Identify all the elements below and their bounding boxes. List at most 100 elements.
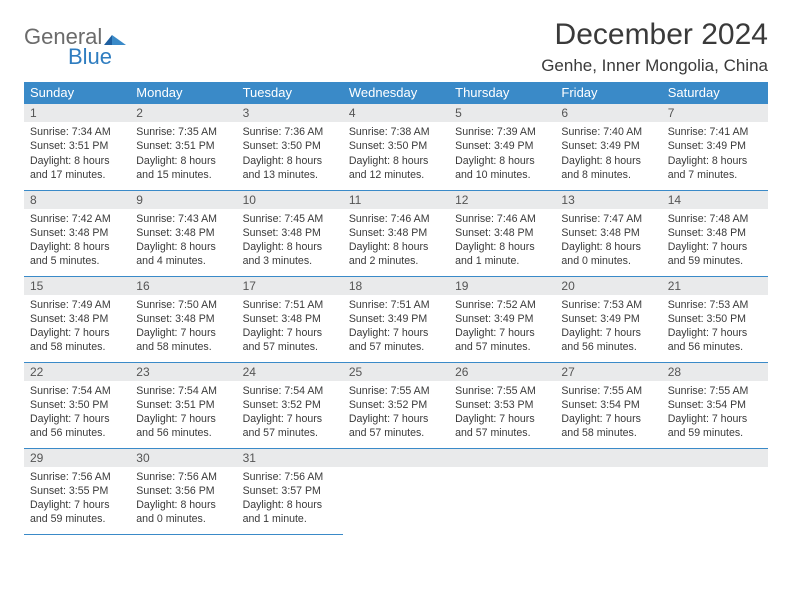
day-number: 29 bbox=[24, 449, 130, 467]
sunset-text: Sunset: 3:56 PM bbox=[136, 484, 230, 498]
daylight-text-2: and 56 minutes. bbox=[561, 340, 655, 354]
daylight-text-2: and 8 minutes. bbox=[561, 168, 655, 182]
daylight-text-2: and 1 minute. bbox=[455, 254, 549, 268]
daylight-text-2: and 57 minutes. bbox=[455, 426, 549, 440]
sunrise-text: Sunrise: 7:40 AM bbox=[561, 125, 655, 139]
daylight-text-1: Daylight: 8 hours bbox=[136, 498, 230, 512]
sunset-text: Sunset: 3:48 PM bbox=[455, 226, 549, 240]
daylight-text-2: and 57 minutes. bbox=[349, 340, 443, 354]
day-body: Sunrise: 7:36 AMSunset: 3:50 PMDaylight:… bbox=[237, 122, 343, 186]
weekday-header-row: Sunday Monday Tuesday Wednesday Thursday… bbox=[24, 82, 768, 104]
sunset-text: Sunset: 3:57 PM bbox=[243, 484, 337, 498]
daylight-text-1: Daylight: 7 hours bbox=[561, 412, 655, 426]
sunrise-text: Sunrise: 7:55 AM bbox=[668, 384, 762, 398]
daylight-text-1: Daylight: 8 hours bbox=[561, 154, 655, 168]
sunrise-text: Sunrise: 7:42 AM bbox=[30, 212, 124, 226]
daylight-text-2: and 57 minutes. bbox=[243, 340, 337, 354]
day-number: 18 bbox=[343, 277, 449, 295]
sunrise-text: Sunrise: 7:46 AM bbox=[349, 212, 443, 226]
calendar-day-cell: 5Sunrise: 7:39 AMSunset: 3:49 PMDaylight… bbox=[449, 104, 555, 190]
day-body: Sunrise: 7:47 AMSunset: 3:48 PMDaylight:… bbox=[555, 209, 661, 273]
daylight-text-2: and 12 minutes. bbox=[349, 168, 443, 182]
sunset-text: Sunset: 3:50 PM bbox=[349, 139, 443, 153]
daylight-text-2: and 2 minutes. bbox=[349, 254, 443, 268]
calendar-day-cell: 23Sunrise: 7:54 AMSunset: 3:51 PMDayligh… bbox=[130, 362, 236, 448]
calendar-day-cell: 4Sunrise: 7:38 AMSunset: 3:50 PMDaylight… bbox=[343, 104, 449, 190]
sunset-text: Sunset: 3:49 PM bbox=[561, 139, 655, 153]
day-number-empty bbox=[555, 449, 661, 467]
sunrise-text: Sunrise: 7:48 AM bbox=[668, 212, 762, 226]
sunrise-text: Sunrise: 7:46 AM bbox=[455, 212, 549, 226]
sunrise-text: Sunrise: 7:38 AM bbox=[349, 125, 443, 139]
weekday-header: Friday bbox=[555, 82, 661, 104]
daylight-text-2: and 10 minutes. bbox=[455, 168, 549, 182]
sunset-text: Sunset: 3:48 PM bbox=[30, 312, 124, 326]
sunrise-text: Sunrise: 7:45 AM bbox=[243, 212, 337, 226]
sunrise-text: Sunrise: 7:54 AM bbox=[136, 384, 230, 398]
daylight-text-1: Daylight: 7 hours bbox=[136, 326, 230, 340]
daylight-text-1: Daylight: 8 hours bbox=[136, 154, 230, 168]
sunset-text: Sunset: 3:48 PM bbox=[561, 226, 655, 240]
calendar-week-row: 29Sunrise: 7:56 AMSunset: 3:55 PMDayligh… bbox=[24, 448, 768, 534]
calendar-day-cell: 2Sunrise: 7:35 AMSunset: 3:51 PMDaylight… bbox=[130, 104, 236, 190]
calendar-day-cell: 13Sunrise: 7:47 AMSunset: 3:48 PMDayligh… bbox=[555, 190, 661, 276]
calendar-day-cell bbox=[343, 448, 449, 534]
sunset-text: Sunset: 3:50 PM bbox=[668, 312, 762, 326]
daylight-text-1: Daylight: 7 hours bbox=[349, 412, 443, 426]
day-body: Sunrise: 7:35 AMSunset: 3:51 PMDaylight:… bbox=[130, 122, 236, 186]
sunset-text: Sunset: 3:48 PM bbox=[136, 226, 230, 240]
daylight-text-1: Daylight: 7 hours bbox=[243, 412, 337, 426]
sunrise-text: Sunrise: 7:52 AM bbox=[455, 298, 549, 312]
day-body: Sunrise: 7:49 AMSunset: 3:48 PMDaylight:… bbox=[24, 295, 130, 359]
sunset-text: Sunset: 3:54 PM bbox=[561, 398, 655, 412]
sunrise-text: Sunrise: 7:50 AM bbox=[136, 298, 230, 312]
sunset-text: Sunset: 3:48 PM bbox=[243, 312, 337, 326]
sunset-text: Sunset: 3:50 PM bbox=[30, 398, 124, 412]
day-body: Sunrise: 7:52 AMSunset: 3:49 PMDaylight:… bbox=[449, 295, 555, 359]
day-number: 17 bbox=[237, 277, 343, 295]
calendar-day-cell: 18Sunrise: 7:51 AMSunset: 3:49 PMDayligh… bbox=[343, 276, 449, 362]
day-number: 22 bbox=[24, 363, 130, 381]
day-number: 14 bbox=[662, 191, 768, 209]
calendar-day-cell: 29Sunrise: 7:56 AMSunset: 3:55 PMDayligh… bbox=[24, 448, 130, 534]
sunrise-text: Sunrise: 7:43 AM bbox=[136, 212, 230, 226]
weekday-header: Monday bbox=[130, 82, 236, 104]
day-number: 12 bbox=[449, 191, 555, 209]
calendar-day-cell: 26Sunrise: 7:55 AMSunset: 3:53 PMDayligh… bbox=[449, 362, 555, 448]
day-body: Sunrise: 7:55 AMSunset: 3:54 PMDaylight:… bbox=[662, 381, 768, 445]
calendar-day-cell: 19Sunrise: 7:52 AMSunset: 3:49 PMDayligh… bbox=[449, 276, 555, 362]
header: GeneralBlue December 2024 Genhe, Inner M… bbox=[24, 18, 768, 76]
daylight-text-2: and 13 minutes. bbox=[243, 168, 337, 182]
daylight-text-1: Daylight: 8 hours bbox=[30, 154, 124, 168]
day-body: Sunrise: 7:42 AMSunset: 3:48 PMDaylight:… bbox=[24, 209, 130, 273]
sunrise-text: Sunrise: 7:53 AM bbox=[668, 298, 762, 312]
calendar-day-cell: 3Sunrise: 7:36 AMSunset: 3:50 PMDaylight… bbox=[237, 104, 343, 190]
day-number: 30 bbox=[130, 449, 236, 467]
daylight-text-1: Daylight: 7 hours bbox=[243, 326, 337, 340]
daylight-text-1: Daylight: 7 hours bbox=[561, 326, 655, 340]
calendar-day-cell bbox=[662, 448, 768, 534]
calendar-day-cell: 24Sunrise: 7:54 AMSunset: 3:52 PMDayligh… bbox=[237, 362, 343, 448]
day-body: Sunrise: 7:34 AMSunset: 3:51 PMDaylight:… bbox=[24, 122, 130, 186]
sunrise-text: Sunrise: 7:47 AM bbox=[561, 212, 655, 226]
day-number: 19 bbox=[449, 277, 555, 295]
weekday-header: Wednesday bbox=[343, 82, 449, 104]
daylight-text-2: and 58 minutes. bbox=[30, 340, 124, 354]
sunrise-text: Sunrise: 7:51 AM bbox=[349, 298, 443, 312]
daylight-text-1: Daylight: 8 hours bbox=[243, 154, 337, 168]
calendar-day-cell: 17Sunrise: 7:51 AMSunset: 3:48 PMDayligh… bbox=[237, 276, 343, 362]
day-body: Sunrise: 7:55 AMSunset: 3:52 PMDaylight:… bbox=[343, 381, 449, 445]
calendar-day-cell: 31Sunrise: 7:56 AMSunset: 3:57 PMDayligh… bbox=[237, 448, 343, 534]
calendar-day-cell: 9Sunrise: 7:43 AMSunset: 3:48 PMDaylight… bbox=[130, 190, 236, 276]
day-body: Sunrise: 7:38 AMSunset: 3:50 PMDaylight:… bbox=[343, 122, 449, 186]
day-body: Sunrise: 7:41 AMSunset: 3:49 PMDaylight:… bbox=[662, 122, 768, 186]
sunrise-text: Sunrise: 7:56 AM bbox=[243, 470, 337, 484]
day-number: 7 bbox=[662, 104, 768, 122]
day-body: Sunrise: 7:40 AMSunset: 3:49 PMDaylight:… bbox=[555, 122, 661, 186]
sunrise-text: Sunrise: 7:56 AM bbox=[136, 470, 230, 484]
title-block: December 2024 Genhe, Inner Mongolia, Chi… bbox=[541, 18, 768, 76]
calendar-day-cell: 22Sunrise: 7:54 AMSunset: 3:50 PMDayligh… bbox=[24, 362, 130, 448]
weekday-header: Sunday bbox=[24, 82, 130, 104]
location: Genhe, Inner Mongolia, China bbox=[541, 56, 768, 76]
day-number: 15 bbox=[24, 277, 130, 295]
